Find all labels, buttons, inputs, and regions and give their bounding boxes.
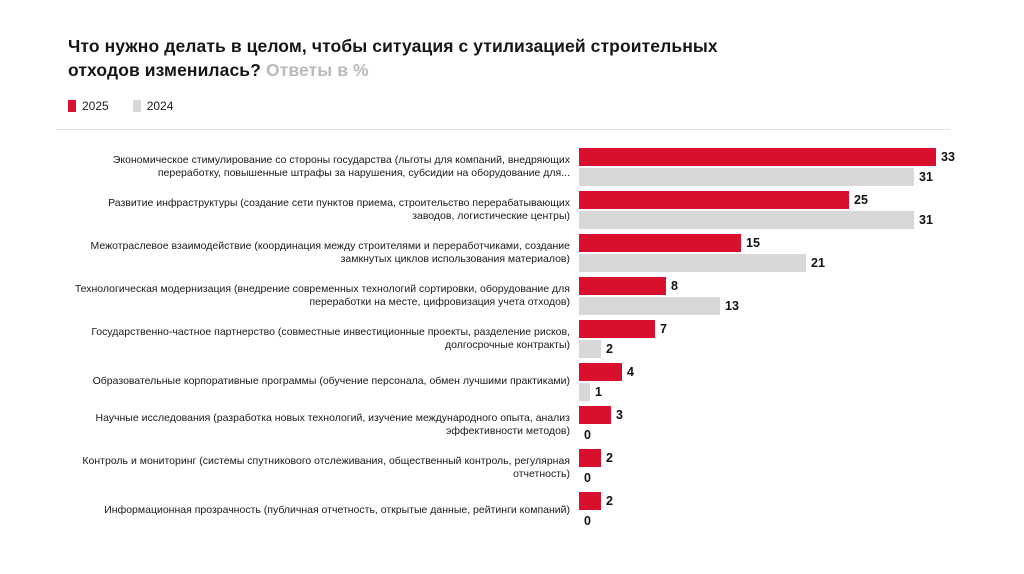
category-label: Информационная прозрачность (публичная о… (104, 504, 570, 517)
bar-line-2024: 0 (579, 512, 1019, 530)
bar-2025 (579, 363, 622, 381)
bar-line-2025: 33 (579, 148, 1019, 166)
category-label: Межотраслевое взаимодействие (координаци… (90, 239, 571, 266)
value-label-2025: 7 (660, 322, 667, 336)
bar-2025 (579, 449, 601, 467)
legend-label-2025: 2025 (82, 99, 109, 113)
value-label-2024: 0 (584, 471, 591, 485)
legend-item-2024: 2024 (132, 99, 174, 113)
bar-2024 (579, 340, 601, 358)
value-label-2025: 15 (746, 236, 760, 250)
value-label-2024: 2 (606, 342, 613, 356)
chart-row: Образовательные корпоративные программы … (68, 363, 1024, 401)
value-label-2025: 25 (854, 193, 868, 207)
category-label: Экономическое стимулирование со стороны … (112, 153, 570, 180)
chart-title-main: Что нужно делать в целом, чтобы ситуация… (68, 36, 718, 80)
legend-label-2024: 2024 (146, 99, 174, 113)
chart-row: Экономическое стимулирование со стороны … (68, 148, 1024, 186)
chart-row: Контроль и мониторинг (системы спутников… (68, 449, 1024, 487)
bar-group: 25 31 (579, 191, 1019, 229)
value-label-2024: 0 (584, 428, 591, 442)
value-label-2024: 21 (811, 256, 825, 270)
legend: 2025 2024 (68, 99, 1024, 113)
bar-line-2025: 2 (579, 492, 1019, 510)
bar-line-2025: 8 (579, 277, 1019, 295)
bar-2024 (579, 211, 914, 229)
bar-2024 (579, 383, 590, 401)
value-label-2024: 13 (725, 299, 739, 313)
value-label-2025: 4 (627, 365, 634, 379)
bar-group: 8 13 (579, 277, 1019, 315)
chart-title: Что нужно делать в целом, чтобы ситуация… (68, 34, 792, 82)
bar-line-2024: 13 (579, 297, 1019, 315)
legend-swatch-2025 (68, 100, 76, 112)
legend-item-2025: 2025 (68, 99, 109, 113)
chart-row: Технологическая модернизация (внедрение … (68, 277, 1024, 315)
category-label: Контроль и мониторинг (системы спутников… (82, 454, 570, 481)
value-label-2024: 0 (584, 514, 591, 528)
chart-row: Межотраслевое взаимодействие (координаци… (68, 234, 1024, 272)
value-label-2024: 31 (919, 213, 933, 227)
value-label-2025: 2 (606, 494, 613, 508)
chart-row: Научные исследования (разработка новых т… (68, 406, 1024, 444)
bar-group: 33 31 (579, 148, 1019, 186)
chart-row: Информационная прозрачность (публичная о… (68, 492, 1024, 530)
bar-line-2024: 31 (579, 168, 1019, 186)
bar-line-2025: 15 (579, 234, 1019, 252)
bar-2024 (579, 297, 720, 315)
bar-line-2024: 1 (579, 383, 1019, 401)
category-label: Научные исследования (разработка новых т… (95, 411, 570, 438)
bar-line-2025: 3 (579, 406, 1019, 424)
bar-2024 (579, 254, 806, 272)
bar-2025 (579, 277, 666, 295)
bar-2025 (579, 492, 601, 510)
bar-2025 (579, 234, 741, 252)
chart-row: Государственно-частное партнерство (совм… (68, 320, 1024, 358)
category-label: Технологическая модернизация (внедрение … (74, 282, 570, 309)
legend-swatch-2024 (132, 100, 141, 112)
category-label: Образовательные корпоративные программы … (92, 375, 570, 388)
bar-line-2024: 0 (579, 469, 1019, 487)
chart-subtitle: Ответы в % (265, 60, 369, 80)
bar-line-2025: 4 (579, 363, 1019, 381)
bar-line-2024: 21 (579, 254, 1019, 272)
category-label: Государственно-частное партнерство (совм… (91, 325, 570, 352)
bar-line-2025: 25 (579, 191, 1019, 209)
category-label: Развитие инфраструктуры (создание сети п… (108, 196, 570, 223)
value-label-2024: 1 (595, 385, 602, 399)
bar-2025 (579, 148, 936, 166)
bar-2025 (579, 191, 849, 209)
bar-line-2024: 2 (579, 340, 1019, 358)
chart-row: Развитие инфраструктуры (создание сети п… (68, 191, 1024, 229)
bar-line-2025: 2 (579, 449, 1019, 467)
divider-line (56, 129, 950, 130)
bar-line-2024: 31 (579, 211, 1019, 229)
value-label-2025: 8 (671, 279, 678, 293)
bar-2024 (579, 168, 914, 186)
bar-2025 (579, 406, 611, 424)
value-label-2024: 31 (919, 170, 933, 184)
bar-group: 15 21 (579, 234, 1019, 272)
value-label-2025: 33 (941, 150, 955, 164)
bar-2025 (579, 320, 655, 338)
bar-chart: Экономическое стимулирование со стороны … (68, 148, 1024, 530)
bar-line-2025: 7 (579, 320, 1019, 338)
value-label-2025: 3 (616, 408, 623, 422)
value-label-2025: 2 (606, 451, 613, 465)
bar-line-2024: 0 (579, 426, 1019, 444)
